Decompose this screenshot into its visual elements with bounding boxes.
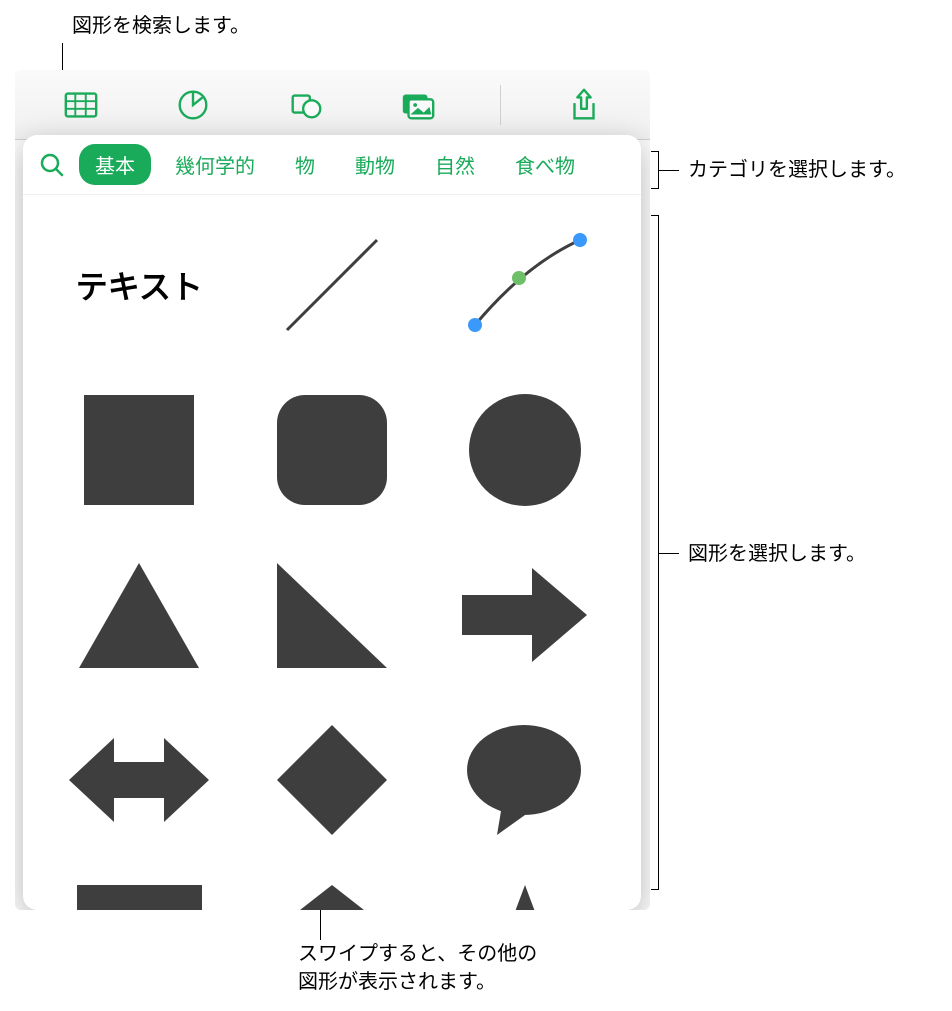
shape-arrow-right[interactable] [450, 550, 600, 680]
double-arrow-icon [64, 730, 214, 830]
chart-icon [174, 86, 212, 124]
callout-shape-line [659, 553, 679, 554]
toolbar-share-button[interactable] [554, 80, 614, 130]
shapes-popover: 基本 幾何学的 物 動物 自然 食べ物 テキスト [23, 135, 641, 910]
shape-rounded-square[interactable] [257, 385, 407, 515]
share-icon [565, 86, 603, 124]
media-icon [399, 86, 437, 124]
category-tab-objects[interactable]: 物 [279, 144, 331, 185]
shape-icon [287, 86, 325, 124]
toolbar-chart-button[interactable] [163, 80, 223, 130]
shape-speech-bubble[interactable] [450, 715, 600, 845]
diamond-icon [272, 720, 392, 840]
arrow-right-icon [457, 560, 592, 670]
category-tab-geometric[interactable]: 幾何学的 [159, 144, 271, 185]
shapes-grid: テキスト [23, 195, 641, 910]
callout-category-line [659, 170, 679, 171]
table-icon [62, 86, 100, 124]
square-icon [79, 390, 199, 510]
right-triangle-icon [272, 558, 392, 673]
search-button[interactable] [33, 152, 71, 178]
shape-text[interactable]: テキスト [64, 220, 214, 350]
callout-shape-label: 図形を選択します。 [688, 540, 866, 568]
shape-right-triangle[interactable] [257, 550, 407, 680]
circle-icon [465, 390, 585, 510]
callout-swipe-label: スワイプすると、その他の 図形が表示されます。 [298, 940, 537, 996]
shape-star[interactable] [450, 880, 600, 910]
shape-pentagon[interactable] [257, 880, 407, 910]
rounded-square-icon [272, 390, 392, 510]
search-icon [39, 152, 65, 178]
shape-flag[interactable] [64, 880, 214, 910]
callout-category-label: カテゴリを選択します。 [688, 156, 906, 184]
toolbar-divider [500, 85, 501, 125]
shape-line[interactable] [257, 220, 407, 350]
speech-bubble-icon [462, 720, 587, 840]
flag-icon [72, 880, 207, 910]
shape-triangle[interactable] [64, 550, 214, 680]
category-tab-food[interactable]: 食べ物 [499, 144, 591, 185]
category-tab-basic[interactable]: 基本 [79, 144, 151, 185]
shape-diamond[interactable] [257, 715, 407, 845]
shape-square[interactable] [64, 385, 214, 515]
category-tab-animals[interactable]: 動物 [339, 144, 411, 185]
shape-double-arrow[interactable] [64, 715, 214, 845]
category-tab-nature[interactable]: 自然 [419, 144, 491, 185]
app-frame: 基本 幾何学的 物 動物 自然 食べ物 テキスト [15, 70, 650, 910]
star-icon [460, 880, 590, 910]
toolbar [15, 70, 650, 140]
triangle-icon [74, 558, 204, 673]
shape-text-label: テキスト [76, 262, 203, 308]
shape-circle[interactable] [450, 385, 600, 515]
callout-search-label: 図形を検索します。 [72, 12, 250, 40]
shape-curve[interactable] [450, 220, 600, 350]
pentagon-icon [272, 880, 392, 910]
line-icon [272, 225, 392, 345]
toolbar-shape-button[interactable] [276, 80, 336, 130]
curve-icon [455, 225, 595, 345]
toolbar-media-button[interactable] [388, 80, 448, 130]
toolbar-table-button[interactable] [51, 80, 111, 130]
category-bar: 基本 幾何学的 物 動物 自然 食べ物 [23, 135, 641, 195]
